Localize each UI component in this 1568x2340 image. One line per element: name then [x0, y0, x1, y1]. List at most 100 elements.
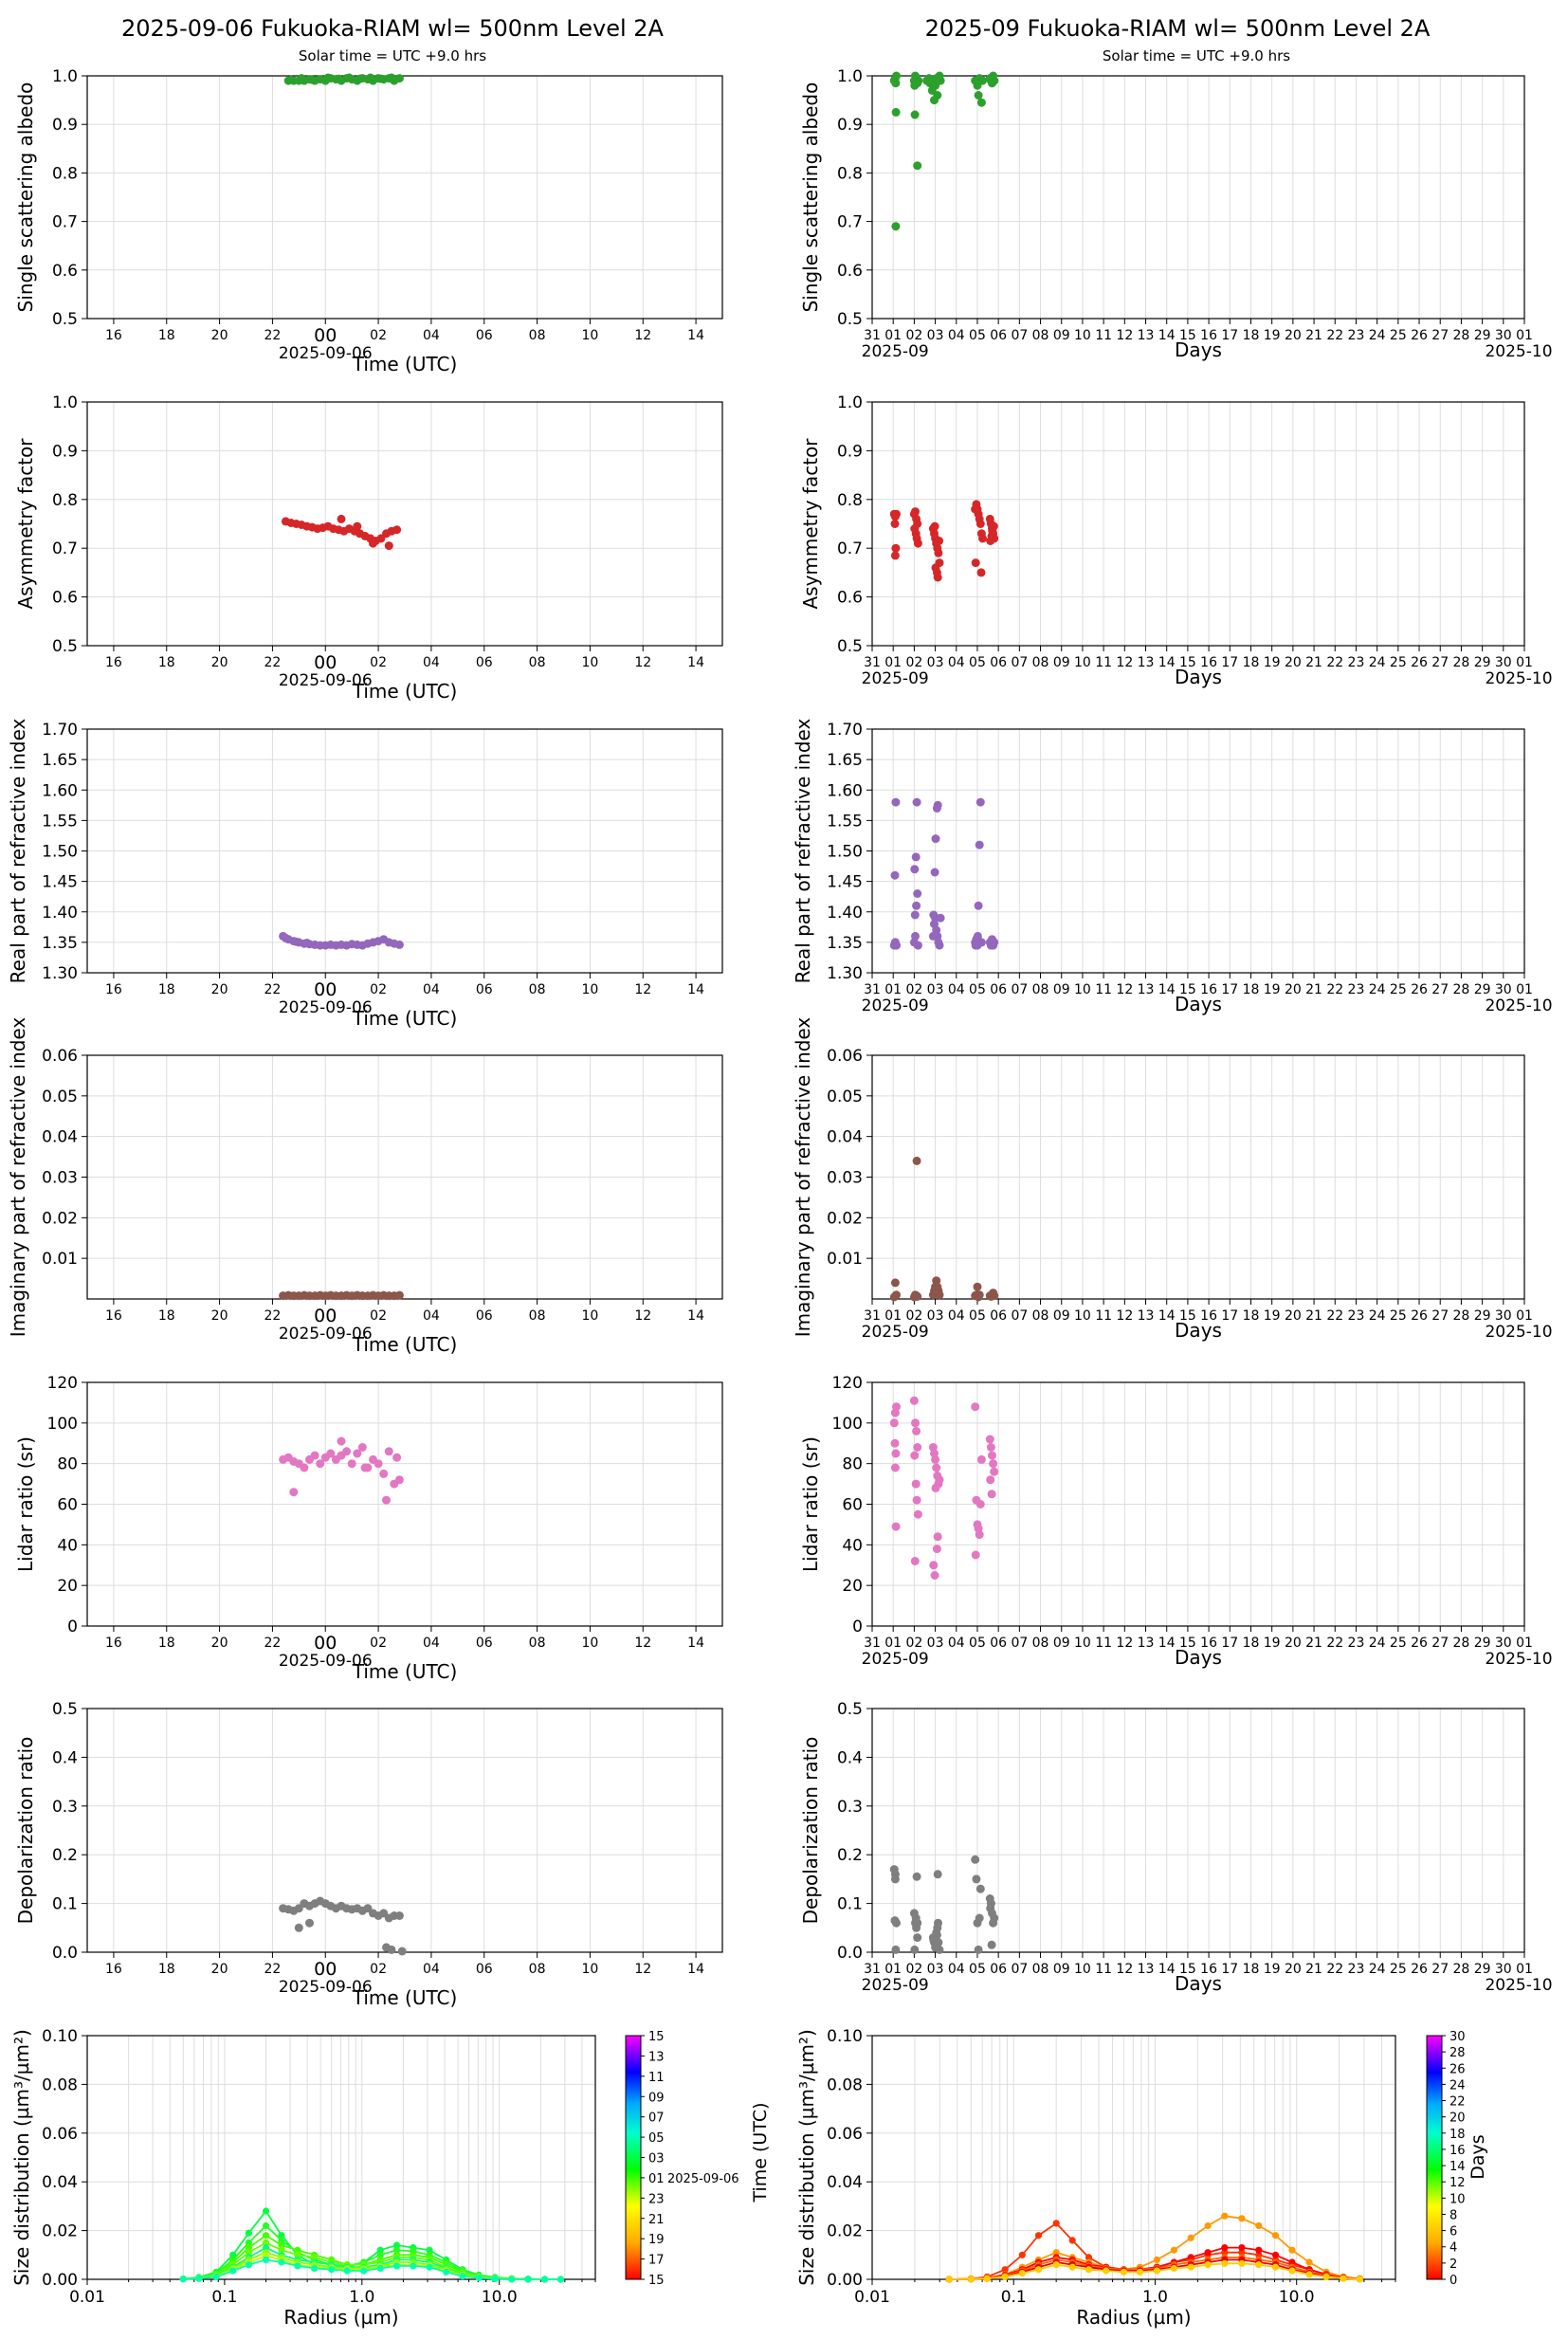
- chart-panel-imag_day: 0.01 0.02 0.03 0.04 0.05 0.06 16 18 20 22 00 02 04 06…: [7, 1017, 723, 1356]
- x-end-label: 2025-10: [1485, 1323, 1552, 1342]
- x-tick-label: 18: [1243, 1962, 1260, 1977]
- x-tick-label: 21: [1305, 655, 1322, 670]
- data-point: [1068, 2263, 1076, 2271]
- y-tick-label: 0.02: [827, 2222, 863, 2241]
- y-tick-label: 0.06: [42, 2125, 78, 2144]
- data-point: [890, 1463, 900, 1472]
- data-point: [891, 222, 901, 231]
- x-tick-label: 25: [1390, 328, 1407, 343]
- x-tick-label: 21: [1305, 1308, 1322, 1324]
- x-tick-label: 18: [158, 655, 175, 670]
- x-tick-label: 1.0: [349, 2288, 374, 2307]
- x-date-label: 2025-09-06: [279, 998, 373, 1017]
- chart-panel-ssa_day: 0.5 0.6 0.7 0.8 0.9 1.0 16 18 20 22 00 02 04 06 08 10 12…: [14, 67, 723, 375]
- grid: [87, 1381, 722, 1627]
- y-tick-label: 0.2: [52, 1846, 78, 1865]
- y-tick-label: 0.3: [837, 1798, 863, 1817]
- x-tick-label: 19: [1264, 1308, 1281, 1324]
- chart-panel-depol_month: 0.00.10.20.30.40.531 01 02 03 04 05 06 07 08 09 10…: [799, 1700, 1553, 1995]
- y-tick-label: 0.7: [52, 539, 78, 558]
- x-tick-label: 22: [264, 1308, 282, 1324]
- x-tick-label: 14: [687, 328, 704, 343]
- data-point: [1034, 2266, 1043, 2274]
- y-tick-label: 0.04: [827, 2173, 863, 2192]
- y-axis-label: Depolarization ratio: [799, 1737, 822, 1925]
- x-tick-label: 27: [1431, 1636, 1449, 1651]
- grid: [871, 1381, 1525, 1627]
- data-point: [971, 558, 980, 568]
- data-point: [316, 1459, 325, 1469]
- x-tick-label: 31: [864, 655, 881, 670]
- data-point: [912, 1426, 921, 1435]
- data-point: [245, 2261, 252, 2269]
- data-point: [910, 910, 920, 920]
- x-tick-label: 09: [1053, 655, 1070, 670]
- data-point: [911, 852, 921, 862]
- grid: [871, 728, 1525, 974]
- x-tick-label: 20: [211, 982, 228, 997]
- x-start-label: 2025-09: [862, 1323, 929, 1342]
- x-end-label: 2025-10: [1485, 1650, 1552, 1669]
- data-point: [913, 539, 922, 548]
- data-point: [890, 938, 900, 947]
- x-tick-label: 29: [1474, 655, 1491, 670]
- y-tick-label: 0.5: [837, 1700, 863, 1719]
- data-point: [1204, 2261, 1212, 2269]
- x-tick-label: 18: [158, 328, 175, 343]
- x-tick-label: 17: [1221, 328, 1238, 343]
- data-point: [1068, 2237, 1076, 2244]
- y-tick-label: 1.0: [52, 393, 78, 412]
- x-tick-label: 03: [927, 655, 944, 670]
- x-end-label: 2025-10: [1485, 996, 1552, 1015]
- x-tick-label: 13: [1138, 655, 1155, 670]
- y-tick-label: 1.30: [42, 964, 78, 983]
- y-tick-label: 1.30: [827, 964, 863, 983]
- data-point: [975, 1530, 984, 1540]
- axes-frame: [86, 1054, 723, 1300]
- y-tick-label: 0.8: [52, 491, 78, 510]
- axes-frame: [86, 728, 723, 974]
- x-tick-label: 27: [1431, 655, 1449, 670]
- y-tick-label: 1.50: [42, 843, 78, 862]
- data-point: [931, 834, 940, 844]
- y-tick-label: 1.45: [827, 873, 863, 892]
- y-tick-label: 0.08: [42, 2075, 78, 2094]
- x-tick-label: 08: [529, 1308, 546, 1324]
- chart-panel-asy_day: 0.5 0.6 0.7 0.8 0.9 1.0 16 18 20 22 00 02 04 06 08 10 12…: [14, 393, 723, 703]
- data-point: [337, 1436, 346, 1446]
- data-point: [212, 2273, 220, 2280]
- x-tick-label: 00: [314, 325, 337, 346]
- data-point: [195, 2275, 203, 2282]
- y-tick-label: 0.4: [837, 1748, 863, 1767]
- y-axis-label: Lidar ratio (sr): [14, 1436, 37, 1572]
- x-tick-label: 00: [314, 1959, 337, 1980]
- data-point: [347, 1459, 356, 1469]
- x-tick-label: 09: [1053, 1308, 1070, 1324]
- data-point: [974, 91, 983, 100]
- x-tick-label: 08: [529, 1636, 546, 1651]
- x-tick-label: 22: [264, 1636, 282, 1651]
- x-tick-label: 22: [1326, 328, 1343, 343]
- x-tick-label: 20: [1285, 655, 1302, 670]
- data-point: [387, 1945, 396, 1954]
- x-tick-label: 11: [1095, 328, 1112, 343]
- x-tick-label: 14: [1158, 1308, 1176, 1324]
- data-point: [986, 1475, 995, 1485]
- y-tick-label: 0.9: [52, 116, 78, 135]
- y-tick-label: 20: [57, 1577, 78, 1596]
- data-point: [426, 2246, 433, 2254]
- x-tick-label: 30: [1495, 982, 1512, 997]
- y-axis-label: Single scattering albedo: [799, 82, 822, 313]
- grid: [86, 2035, 596, 2280]
- x-tick-label: 06: [990, 328, 1007, 343]
- y-tick-label: 0.06: [42, 1047, 78, 1066]
- x-tick-label: 06: [476, 655, 493, 670]
- colorbar-tick-label: 8: [1449, 2208, 1457, 2222]
- y-tick-label: 80: [842, 1455, 863, 1474]
- data-point: [394, 1475, 404, 1485]
- x-tick-label: 01: [1516, 1962, 1533, 1977]
- colorbar-day: 15 13 11 09 07 05 03 01 23 21 19 17 15 2025-09-06: [625, 2030, 739, 2288]
- x-tick-label: 20: [1285, 1636, 1302, 1651]
- data-point: [366, 73, 375, 82]
